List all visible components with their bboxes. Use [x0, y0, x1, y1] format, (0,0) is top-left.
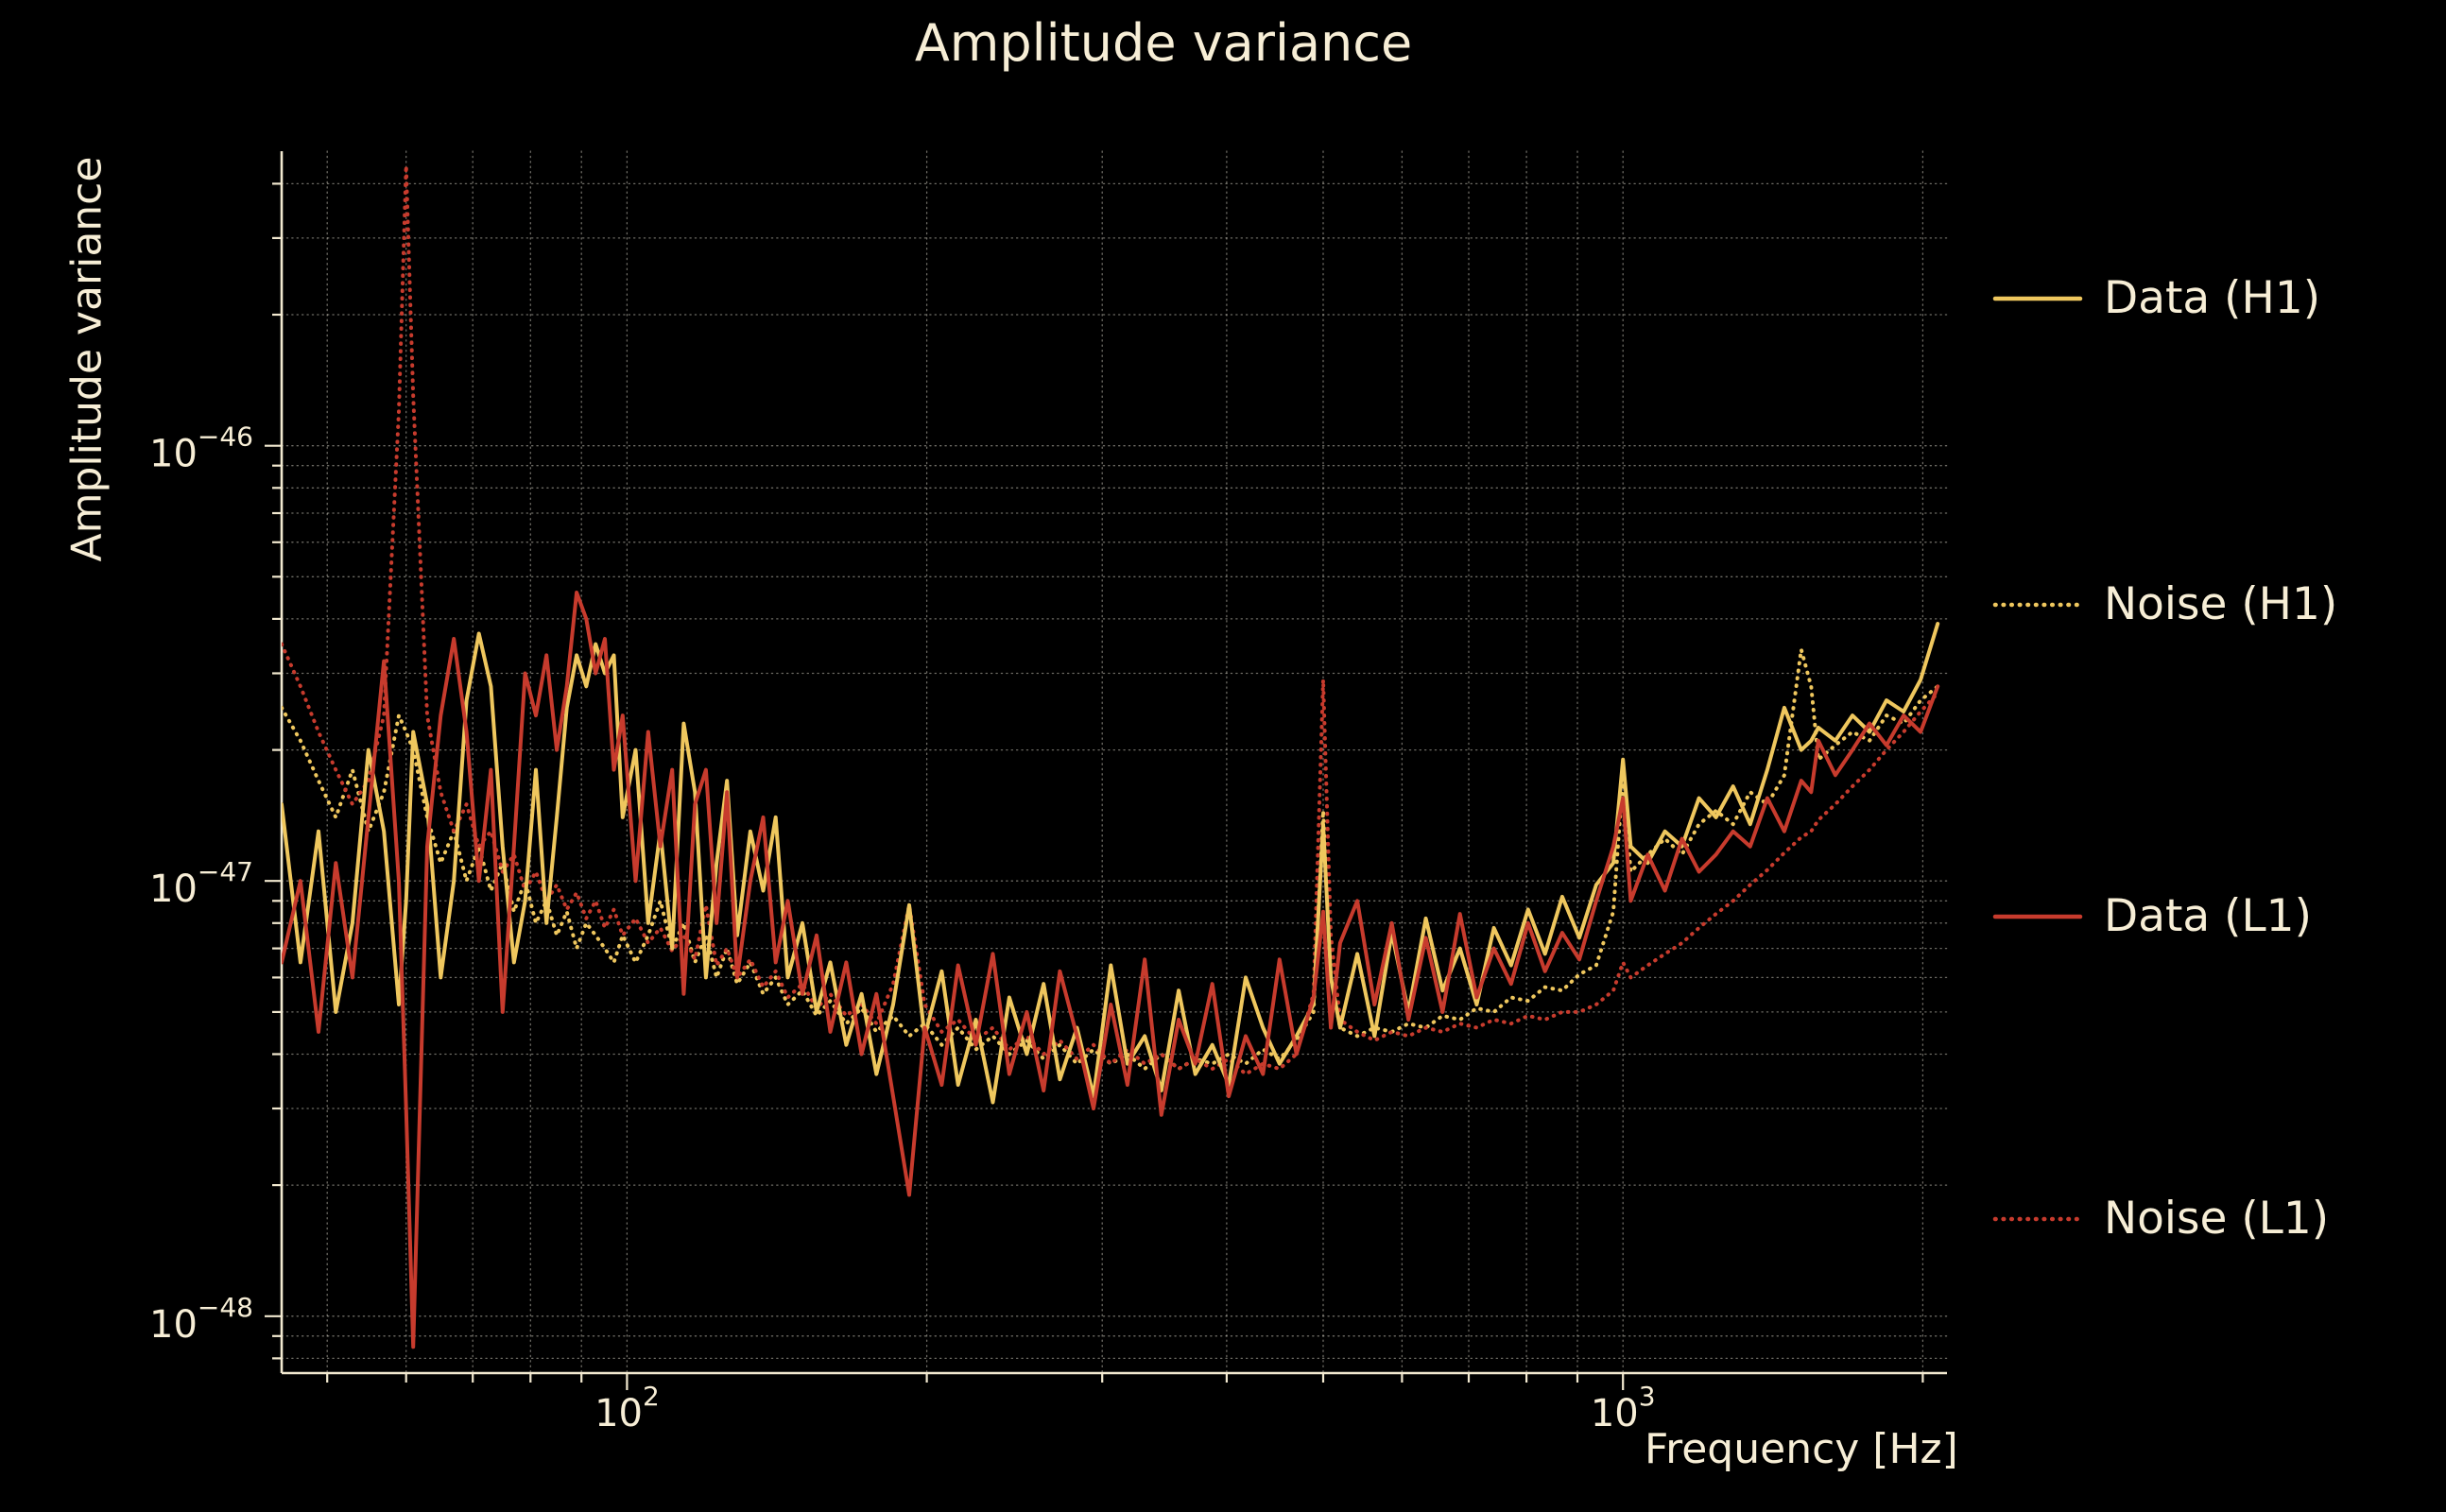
svg-text:102: 102 [594, 1381, 660, 1435]
chart-title: Amplitude variance [914, 13, 1413, 73]
x-axis-label: Frequency [Hz] [1645, 1425, 1958, 1473]
svg-text:10−48: 10−48 [149, 1292, 253, 1347]
svg-text:10−47: 10−47 [149, 856, 253, 911]
y-axis-label: Amplitude variance [62, 156, 112, 562]
svg-text:103: 103 [1591, 1381, 1656, 1435]
svg-text:10−46: 10−46 [149, 421, 253, 476]
